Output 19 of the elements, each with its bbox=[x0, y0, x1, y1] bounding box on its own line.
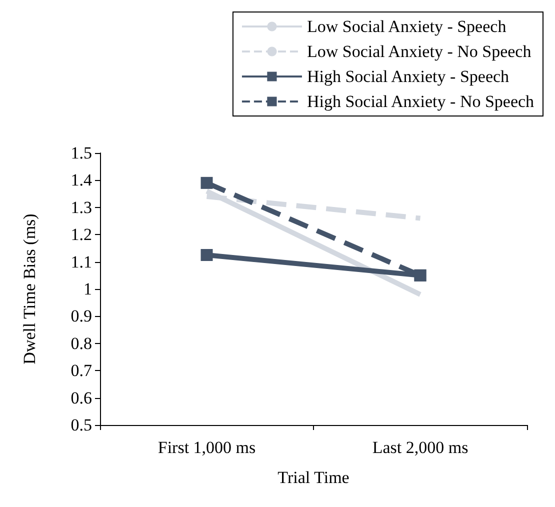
y-tick-label: 0.8 bbox=[70, 334, 92, 353]
y-tick-label: 1.5 bbox=[70, 144, 92, 162]
y-tick-label: 0.6 bbox=[70, 388, 92, 408]
legend-label: Low Social Anxiety - Speech bbox=[306, 17, 507, 36]
y-tick-label: 1.4 bbox=[70, 170, 92, 190]
y-tick-label: 1.2 bbox=[70, 225, 92, 244]
legend-label: High Social Anxiety - Speech bbox=[306, 67, 510, 86]
y-tick-label: 1.3 bbox=[70, 198, 92, 217]
x-axis-title: Trial Time bbox=[278, 468, 350, 487]
y-tick-label: 0.5 bbox=[70, 416, 92, 434]
legend-label: High Social Anxiety - No Speech bbox=[306, 92, 535, 111]
x-tick-label: Last 2,000 ms bbox=[372, 438, 468, 457]
y-axis-title: Dwell Time Bias (ms) bbox=[20, 214, 39, 364]
x-tick-label: First 1,000 ms bbox=[158, 438, 256, 457]
legend-label: Low Social Anxiety - No Speech bbox=[306, 42, 532, 61]
y-tick-label: 0.7 bbox=[70, 361, 92, 380]
y-tick-label: 1.1 bbox=[70, 252, 92, 272]
y-tick-label: 0.9 bbox=[70, 306, 92, 326]
y-tick-label: 1 bbox=[84, 280, 92, 298]
